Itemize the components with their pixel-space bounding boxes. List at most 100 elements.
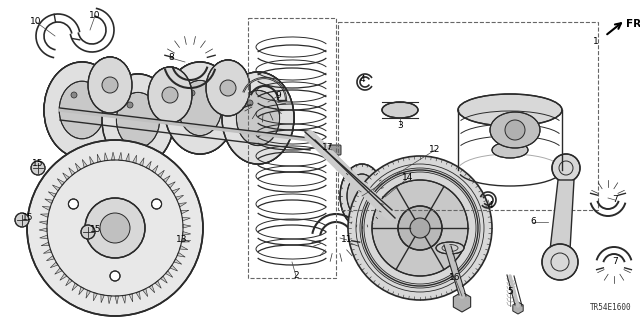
Text: TR54E1600: TR54E1600 xyxy=(590,303,632,312)
FancyBboxPatch shape xyxy=(329,145,341,155)
Ellipse shape xyxy=(206,60,250,116)
Circle shape xyxy=(505,120,525,140)
Ellipse shape xyxy=(206,60,250,116)
Ellipse shape xyxy=(102,74,174,166)
Ellipse shape xyxy=(88,57,132,113)
Polygon shape xyxy=(129,294,132,302)
Polygon shape xyxy=(170,265,178,271)
Polygon shape xyxy=(86,290,91,298)
Circle shape xyxy=(348,156,492,300)
Polygon shape xyxy=(180,246,188,249)
Polygon shape xyxy=(172,188,180,194)
Polygon shape xyxy=(140,158,144,166)
Ellipse shape xyxy=(44,62,120,158)
Polygon shape xyxy=(122,295,125,303)
Polygon shape xyxy=(163,176,170,182)
Text: 13: 13 xyxy=(176,235,188,244)
Polygon shape xyxy=(214,74,272,132)
Ellipse shape xyxy=(44,62,120,158)
Polygon shape xyxy=(149,285,155,293)
Polygon shape xyxy=(180,210,189,214)
Circle shape xyxy=(398,206,442,250)
Polygon shape xyxy=(68,168,75,175)
Polygon shape xyxy=(39,221,47,225)
Polygon shape xyxy=(115,296,118,304)
Text: 4: 4 xyxy=(487,201,493,210)
Text: 8: 8 xyxy=(168,54,174,63)
Polygon shape xyxy=(52,185,60,191)
Ellipse shape xyxy=(88,57,132,113)
Text: 3: 3 xyxy=(397,121,403,130)
Ellipse shape xyxy=(490,112,540,148)
Polygon shape xyxy=(79,287,84,295)
Text: 16: 16 xyxy=(449,273,461,283)
Polygon shape xyxy=(66,278,72,286)
Circle shape xyxy=(70,98,94,122)
Ellipse shape xyxy=(164,62,236,154)
Polygon shape xyxy=(175,195,184,200)
Polygon shape xyxy=(47,256,54,261)
Polygon shape xyxy=(158,170,164,177)
Ellipse shape xyxy=(222,72,294,164)
Ellipse shape xyxy=(458,94,562,126)
Polygon shape xyxy=(41,242,49,246)
Text: FR.: FR. xyxy=(626,19,640,29)
Circle shape xyxy=(162,87,178,103)
Polygon shape xyxy=(93,293,97,301)
Text: 10: 10 xyxy=(89,11,100,20)
Ellipse shape xyxy=(347,174,377,218)
Polygon shape xyxy=(132,155,136,163)
Polygon shape xyxy=(72,283,78,291)
Polygon shape xyxy=(45,199,53,204)
Circle shape xyxy=(110,271,120,281)
Polygon shape xyxy=(143,289,148,297)
Circle shape xyxy=(189,90,195,96)
Ellipse shape xyxy=(236,90,280,145)
Text: 17: 17 xyxy=(323,144,333,152)
Polygon shape xyxy=(182,232,191,235)
Circle shape xyxy=(247,100,253,106)
Circle shape xyxy=(100,213,130,243)
Text: 15: 15 xyxy=(90,226,102,234)
Text: 12: 12 xyxy=(429,145,441,154)
Polygon shape xyxy=(182,239,189,242)
Polygon shape xyxy=(177,252,185,257)
Text: 4: 4 xyxy=(359,76,365,85)
Circle shape xyxy=(68,199,79,209)
Text: 14: 14 xyxy=(403,174,413,182)
Circle shape xyxy=(152,199,161,209)
Polygon shape xyxy=(54,268,62,274)
Circle shape xyxy=(372,180,468,276)
Polygon shape xyxy=(83,160,87,167)
Ellipse shape xyxy=(116,93,159,148)
Polygon shape xyxy=(60,273,67,280)
Polygon shape xyxy=(50,262,58,268)
Ellipse shape xyxy=(436,242,464,254)
Circle shape xyxy=(246,106,270,130)
Circle shape xyxy=(542,244,578,280)
Circle shape xyxy=(552,154,580,182)
Ellipse shape xyxy=(164,62,236,154)
Text: 1: 1 xyxy=(593,38,599,47)
Ellipse shape xyxy=(179,80,221,136)
Ellipse shape xyxy=(60,81,105,139)
Text: 15: 15 xyxy=(32,159,44,167)
Text: 7: 7 xyxy=(612,196,618,204)
Circle shape xyxy=(127,102,133,108)
Polygon shape xyxy=(94,72,154,132)
Circle shape xyxy=(220,80,236,96)
Text: 11: 11 xyxy=(341,235,353,244)
Circle shape xyxy=(15,213,29,227)
Polygon shape xyxy=(57,179,65,185)
Ellipse shape xyxy=(340,164,384,228)
Polygon shape xyxy=(162,77,208,126)
Polygon shape xyxy=(166,271,173,277)
Ellipse shape xyxy=(148,67,192,123)
Polygon shape xyxy=(68,70,124,125)
Polygon shape xyxy=(101,294,104,303)
Polygon shape xyxy=(39,228,47,232)
Circle shape xyxy=(102,77,118,93)
Polygon shape xyxy=(152,165,158,173)
Polygon shape xyxy=(90,156,94,165)
Text: 9: 9 xyxy=(275,92,281,100)
